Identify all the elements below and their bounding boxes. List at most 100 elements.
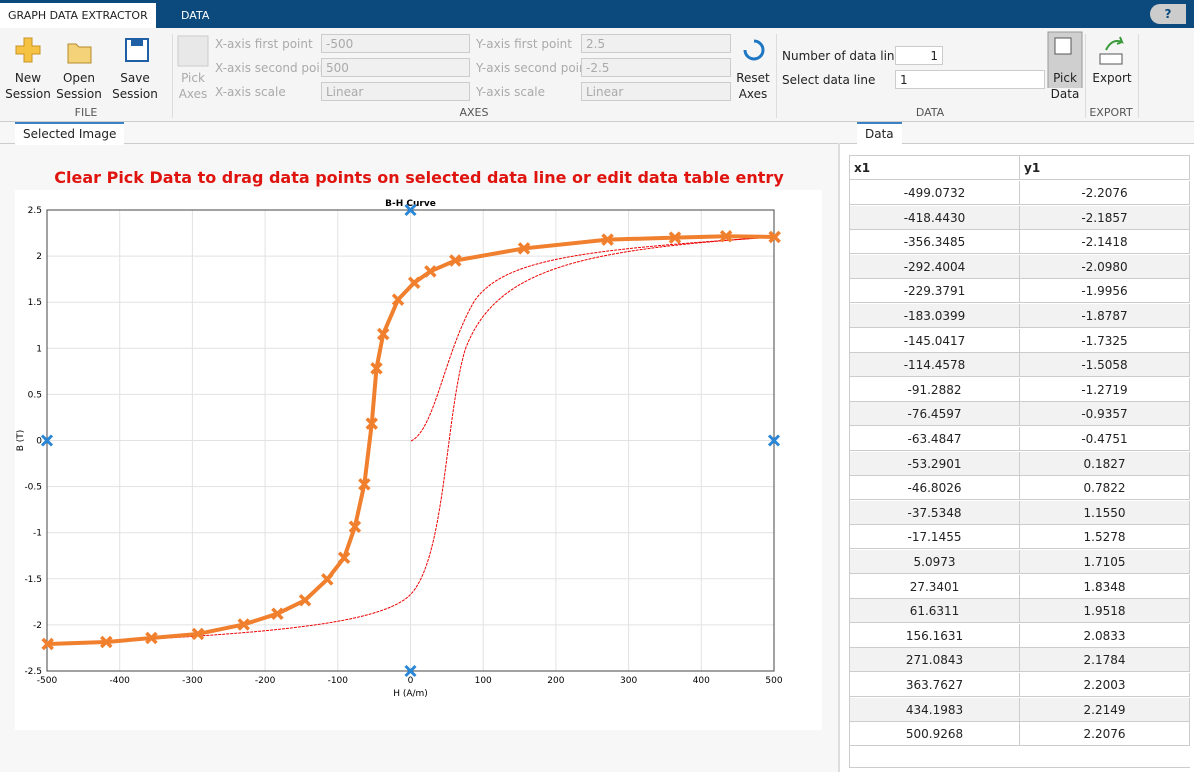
table-cell[interactable]: -1.2719 bbox=[1020, 378, 1190, 402]
separator bbox=[776, 34, 777, 118]
table-cell[interactable]: -0.9357 bbox=[1020, 402, 1190, 426]
pick-data-button[interactable]: Pick Data bbox=[1048, 70, 1082, 102]
panel-tab[interactable]: Data bbox=[857, 122, 902, 145]
open-session-button[interactable]: Open Session bbox=[54, 70, 104, 102]
x-tick-label: -100 bbox=[328, 676, 349, 686]
table-cell[interactable]: -2.1857 bbox=[1020, 206, 1190, 230]
x-tick-label: -200 bbox=[255, 676, 276, 686]
field-input[interactable]: Linear bbox=[321, 82, 470, 101]
field-label: Y-axis scale bbox=[476, 82, 545, 102]
label: Number of data lines bbox=[782, 46, 908, 66]
table-cell[interactable]: -0.4751 bbox=[1020, 427, 1190, 451]
y-tick-label: 0.5 bbox=[28, 390, 42, 400]
table-cell[interactable]: -292.4004 bbox=[850, 255, 1020, 279]
table-cell[interactable]: -2.2076 bbox=[1020, 181, 1190, 205]
x-tick-label: 400 bbox=[693, 676, 710, 686]
x-tick-label: 500 bbox=[765, 676, 782, 686]
table-cell[interactable]: 1.5278 bbox=[1020, 525, 1190, 549]
separator bbox=[1085, 34, 1086, 118]
tab[interactable]: GRAPH DATA EXTRACTOR bbox=[0, 3, 156, 28]
table-cell[interactable]: -37.5348 bbox=[850, 501, 1020, 525]
table-cell[interactable]: 1.8348 bbox=[1020, 575, 1190, 599]
table-cell[interactable]: 156.1631 bbox=[850, 624, 1020, 648]
table-cell[interactable]: 434.1983 bbox=[850, 698, 1020, 722]
field-label: Y-axis first point bbox=[476, 34, 572, 54]
data-point[interactable] bbox=[322, 574, 332, 584]
y-tick-label: 1.5 bbox=[28, 298, 42, 308]
table-cell[interactable]: -76.4597 bbox=[850, 402, 1020, 426]
field-label: Y-axis second point bbox=[476, 58, 591, 78]
table-cell[interactable]: 5.0973 bbox=[850, 550, 1020, 574]
pick-axes-button[interactable]: Pick Axes bbox=[172, 70, 214, 102]
num-lines-input[interactable]: 1 bbox=[895, 46, 943, 65]
table-cell[interactable]: -2.1418 bbox=[1020, 230, 1190, 254]
field-label: X-axis scale bbox=[215, 82, 286, 102]
table-cell[interactable]: -63.4847 bbox=[850, 427, 1020, 451]
table-cell[interactable]: 2.2003 bbox=[1020, 673, 1190, 697]
table-cell[interactable]: -229.3791 bbox=[850, 279, 1020, 303]
table-cell[interactable]: 2.2149 bbox=[1020, 698, 1190, 722]
table-cell[interactable]: 0.1827 bbox=[1020, 452, 1190, 476]
table-cell[interactable]: -499.0732 bbox=[850, 181, 1020, 205]
table-cell[interactable]: -145.0417 bbox=[850, 329, 1020, 353]
table-cell[interactable]: 1.9518 bbox=[1020, 599, 1190, 623]
table-cell[interactable]: 500.9268 bbox=[850, 722, 1020, 746]
table-cell[interactable]: 0.7822 bbox=[1020, 476, 1190, 500]
table-cell[interactable]: 1.1550 bbox=[1020, 501, 1190, 525]
y-axis-label: B (T) bbox=[16, 430, 26, 452]
table-cell[interactable]: -53.2901 bbox=[850, 452, 1020, 476]
field-input[interactable]: -500 bbox=[321, 34, 470, 53]
panel-tab[interactable]: Selected Image bbox=[15, 122, 124, 145]
select-data-line[interactable]: 1 bbox=[895, 70, 1045, 89]
table-cell[interactable]: 1.7105 bbox=[1020, 550, 1190, 574]
separator bbox=[1138, 34, 1139, 118]
table-cell[interactable]: -17.1455 bbox=[850, 525, 1020, 549]
data-table: x1y1-499.0732-2.2076-418.4430-2.1857-356… bbox=[849, 155, 1190, 768]
field-input[interactable]: 2.5 bbox=[581, 34, 731, 53]
table-cell[interactable]: -1.9956 bbox=[1020, 279, 1190, 303]
save-session-button[interactable]: Save Session bbox=[110, 70, 160, 102]
table-cell[interactable]: -46.8026 bbox=[850, 476, 1020, 500]
table-cell[interactable]: -1.8787 bbox=[1020, 304, 1190, 328]
field-input[interactable]: Linear bbox=[581, 82, 731, 101]
plot-title: B-H Curve bbox=[385, 199, 436, 209]
tab[interactable]: DATA bbox=[173, 3, 217, 28]
table-cell[interactable]: 2.2076 bbox=[1020, 722, 1190, 746]
y-tick-label: -1 bbox=[33, 529, 42, 539]
message: Clear Pick Data to drag data points on s… bbox=[0, 165, 838, 191]
table-cell[interactable]: -183.0399 bbox=[850, 304, 1020, 328]
table-cell[interactable]: 271.0843 bbox=[850, 648, 1020, 672]
help-button[interactable]: ? bbox=[1150, 4, 1186, 24]
x-tick-label: -500 bbox=[37, 676, 58, 686]
table-cell[interactable]: -114.4578 bbox=[850, 353, 1020, 377]
table-cell[interactable]: 2.1784 bbox=[1020, 648, 1190, 672]
table-cell[interactable]: 61.6311 bbox=[850, 599, 1020, 623]
table-cell[interactable]: -356.3485 bbox=[850, 230, 1020, 254]
reset-axes-button[interactable]: Reset Axes bbox=[731, 70, 775, 102]
x-tick-label: 300 bbox=[620, 676, 637, 686]
section-title: EXPORT bbox=[1087, 106, 1135, 119]
column-header: x1 bbox=[850, 156, 1020, 180]
table-cell[interactable]: -2.0980 bbox=[1020, 255, 1190, 279]
table-cell[interactable]: 363.7627 bbox=[850, 673, 1020, 697]
table-cell[interactable]: -91.2882 bbox=[850, 378, 1020, 402]
y-tick-label: 0 bbox=[36, 437, 42, 447]
new-session-button[interactable]: New Session bbox=[3, 70, 53, 102]
field-input[interactable]: 500 bbox=[321, 58, 470, 77]
curve-image bbox=[411, 237, 774, 441]
x-tick-label: 200 bbox=[547, 676, 564, 686]
field-label: X-axis first point bbox=[215, 34, 313, 54]
table-cell[interactable]: 27.3401 bbox=[850, 575, 1020, 599]
table-cell[interactable]: -418.4430 bbox=[850, 206, 1020, 230]
table-cell[interactable]: 2.0833 bbox=[1020, 624, 1190, 648]
table-cell[interactable]: -1.5058 bbox=[1020, 353, 1190, 377]
y-tick-label: 2 bbox=[36, 252, 42, 262]
y-tick-label: 2.5 bbox=[28, 206, 42, 216]
column-header: y1 bbox=[1020, 156, 1190, 180]
table-cell[interactable]: -1.7325 bbox=[1020, 329, 1190, 353]
section-title: FILE bbox=[60, 106, 112, 119]
field-input[interactable]: -2.5 bbox=[581, 58, 731, 77]
x-tick-label: -400 bbox=[109, 676, 130, 686]
export-button[interactable]: Export bbox=[1089, 70, 1135, 86]
